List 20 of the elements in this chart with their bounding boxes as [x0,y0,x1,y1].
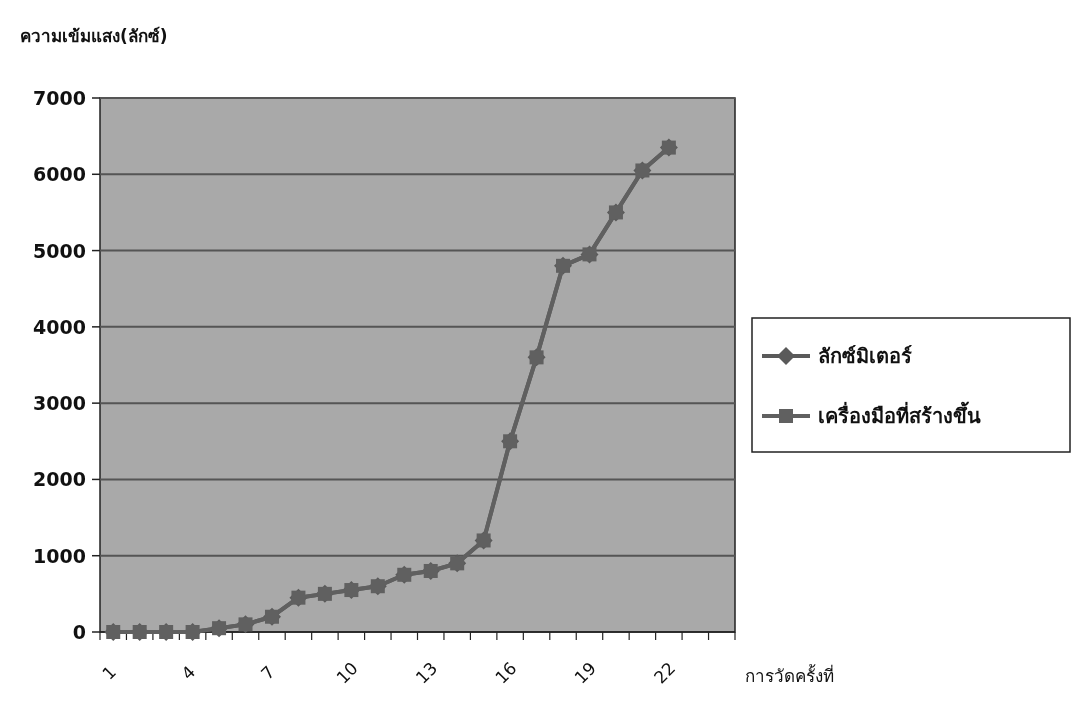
x-tick-label: 1 [98,661,120,684]
y-axis-title: ความเข้มแสง(ลักซ์) [20,26,168,46]
y-tick-label: 2000 [33,468,86,491]
x-tick-label: 19 [570,658,600,688]
x-tick-label: 22 [649,658,680,688]
x-axis-title: การวัดครั้งที่ [745,664,834,686]
y-tick-label: 1000 [33,544,86,567]
x-tick-label: 16 [491,658,521,688]
x-tick-label: 10 [332,658,362,688]
x-tick-label: 7 [256,661,279,684]
y-tick-label: 6000 [33,163,86,186]
x-tick-label: 4 [177,661,200,684]
y-tick-label: 7000 [33,87,86,109]
y-tick-label: 4000 [33,315,86,338]
legend-label: เครื่องมือที่สร้างขึ้น [818,401,981,428]
y-tick-label: 5000 [33,239,86,262]
y-tick-label: 3000 [33,392,86,415]
y-tick-label: 0 [72,621,86,643]
x-tick-label: 13 [411,658,442,688]
legend-label: ลักซ์มิเตอร์ [818,344,912,368]
